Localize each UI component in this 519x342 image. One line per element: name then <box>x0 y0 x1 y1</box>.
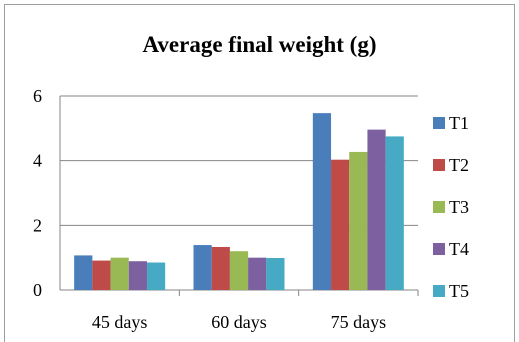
bar-t5-2 <box>385 136 404 290</box>
legend-swatch-t5 <box>433 285 445 297</box>
bar-t3-1 <box>229 251 249 290</box>
legend-swatch-t2 <box>433 159 445 171</box>
x-tick-label: 45 days <box>92 312 148 332</box>
y-tick-label: 4 <box>33 151 42 171</box>
legend-label-t4: T4 <box>449 239 469 259</box>
bar-t3-2 <box>349 151 368 290</box>
bar-t3-0 <box>110 257 129 290</box>
bar-t2-2 <box>331 159 350 290</box>
y-tick-label: 0 <box>33 280 42 300</box>
bar-t5-0 <box>146 262 166 290</box>
bar-t1-0 <box>74 255 93 290</box>
y-tick-label: 6 <box>33 86 42 106</box>
bar-t2-0 <box>92 260 111 290</box>
chart-title: Average final weight (g) <box>142 32 377 57</box>
bar-t4-2 <box>367 129 386 290</box>
legend-label-t5: T5 <box>449 281 469 301</box>
bar-t2-1 <box>211 246 230 290</box>
x-tick-label: 75 days <box>331 312 387 332</box>
bar-t5-1 <box>266 257 285 290</box>
legend-swatch-t4 <box>433 243 445 255</box>
legend-swatch-t3 <box>433 201 445 213</box>
bar-t4-1 <box>248 257 267 290</box>
legend-swatch-t1 <box>433 117 445 129</box>
bar-t1-2 <box>312 113 332 291</box>
legend-label-t2: T2 <box>449 155 469 175</box>
x-tick-label: 60 days <box>211 312 267 332</box>
bar-t4-0 <box>128 261 147 290</box>
y-tick-label: 2 <box>33 215 42 235</box>
bar-t1-1 <box>193 245 212 290</box>
legend-label-t3: T3 <box>449 197 469 217</box>
legend-label-t1: T1 <box>449 113 469 133</box>
